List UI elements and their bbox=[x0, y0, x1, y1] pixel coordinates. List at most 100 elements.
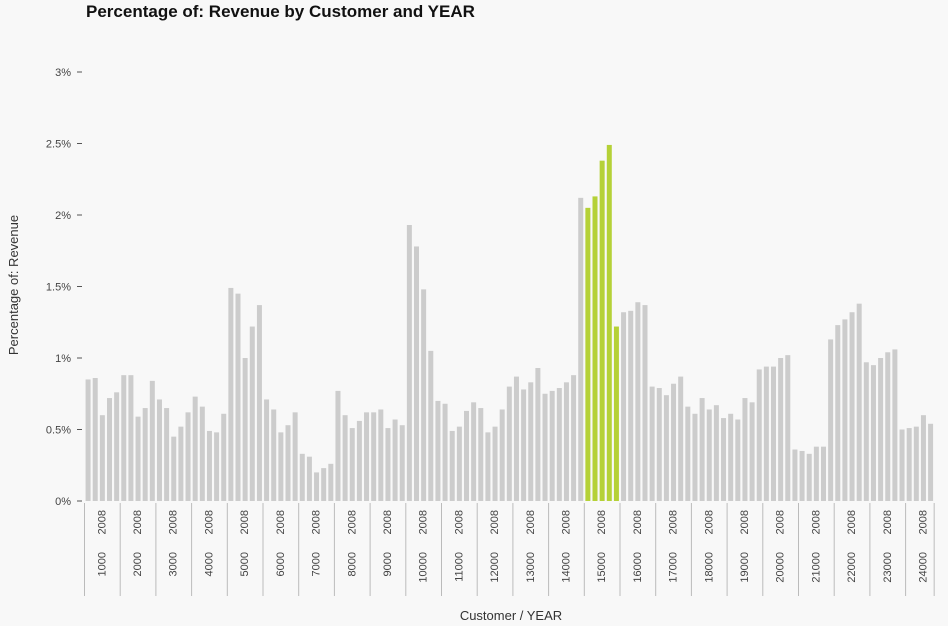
bar[interactable] bbox=[763, 366, 769, 501]
bar[interactable] bbox=[99, 415, 105, 501]
bar[interactable] bbox=[656, 388, 662, 501]
bar[interactable] bbox=[813, 446, 819, 501]
bar[interactable] bbox=[242, 358, 248, 501]
bar[interactable] bbox=[592, 196, 598, 501]
bar[interactable] bbox=[321, 468, 327, 501]
bar[interactable] bbox=[649, 386, 655, 501]
bar[interactable] bbox=[214, 432, 220, 501]
bar[interactable] bbox=[885, 352, 891, 501]
bar[interactable] bbox=[756, 369, 762, 501]
bar[interactable] bbox=[206, 430, 212, 501]
bar[interactable] bbox=[535, 368, 541, 501]
bar[interactable] bbox=[463, 410, 469, 501]
bar[interactable] bbox=[685, 406, 691, 501]
bar[interactable] bbox=[249, 326, 255, 501]
bar[interactable] bbox=[485, 432, 491, 501]
bar[interactable] bbox=[728, 413, 734, 501]
bar[interactable] bbox=[264, 399, 270, 501]
bar[interactable] bbox=[663, 395, 669, 501]
bar[interactable] bbox=[542, 393, 548, 501]
bar[interactable] bbox=[442, 403, 448, 501]
bar[interactable] bbox=[735, 419, 741, 501]
bar[interactable] bbox=[571, 375, 577, 501]
bar[interactable] bbox=[621, 312, 627, 501]
bar[interactable] bbox=[449, 430, 455, 501]
bar[interactable] bbox=[192, 396, 198, 501]
bar[interactable] bbox=[185, 412, 191, 501]
bar[interactable] bbox=[742, 398, 748, 501]
bar[interactable] bbox=[142, 408, 148, 501]
bar[interactable] bbox=[628, 310, 634, 501]
bar[interactable] bbox=[92, 378, 98, 501]
bar[interactable] bbox=[549, 390, 555, 501]
bar[interactable] bbox=[278, 432, 284, 501]
bar[interactable] bbox=[378, 409, 384, 501]
bar[interactable] bbox=[178, 426, 184, 501]
bar[interactable] bbox=[349, 428, 355, 501]
bar[interactable] bbox=[314, 472, 320, 501]
bar[interactable] bbox=[849, 312, 855, 501]
bar[interactable] bbox=[414, 246, 420, 501]
bar[interactable] bbox=[563, 382, 569, 501]
bar[interactable] bbox=[613, 326, 619, 501]
bar[interactable] bbox=[342, 415, 348, 501]
bar[interactable] bbox=[792, 449, 798, 501]
bar[interactable] bbox=[556, 388, 562, 501]
bar[interactable] bbox=[256, 305, 262, 501]
bar[interactable] bbox=[928, 423, 934, 501]
bar[interactable] bbox=[820, 446, 826, 501]
bar[interactable] bbox=[771, 366, 777, 501]
bar[interactable] bbox=[228, 287, 234, 501]
bar[interactable] bbox=[128, 375, 134, 501]
bar[interactable] bbox=[892, 349, 898, 501]
bar[interactable] bbox=[606, 144, 612, 501]
bar[interactable] bbox=[678, 376, 684, 501]
bar[interactable] bbox=[328, 463, 334, 501]
bar[interactable] bbox=[599, 160, 605, 501]
bar[interactable] bbox=[635, 302, 641, 501]
bar[interactable] bbox=[164, 408, 170, 501]
bar[interactable] bbox=[528, 382, 534, 501]
bar[interactable] bbox=[878, 358, 884, 501]
bar[interactable] bbox=[235, 293, 241, 501]
bar[interactable] bbox=[114, 392, 120, 501]
bar[interactable] bbox=[456, 426, 462, 501]
bar[interactable] bbox=[149, 380, 155, 501]
bar[interactable] bbox=[692, 413, 698, 501]
bar[interactable] bbox=[578, 197, 584, 501]
bar[interactable] bbox=[778, 358, 784, 501]
bar[interactable] bbox=[121, 375, 127, 501]
bar[interactable] bbox=[706, 409, 712, 501]
bar[interactable] bbox=[749, 402, 755, 501]
bar[interactable] bbox=[478, 408, 484, 501]
bar[interactable] bbox=[285, 425, 291, 501]
bar[interactable] bbox=[671, 383, 677, 501]
bar[interactable] bbox=[721, 418, 727, 501]
bar[interactable] bbox=[428, 350, 434, 501]
bar[interactable] bbox=[642, 305, 648, 501]
bar[interactable] bbox=[506, 386, 512, 501]
bar[interactable] bbox=[385, 428, 391, 501]
bar[interactable] bbox=[870, 365, 876, 501]
bar[interactable] bbox=[835, 325, 841, 501]
bar[interactable] bbox=[435, 400, 441, 501]
bar[interactable] bbox=[499, 409, 505, 501]
bar[interactable] bbox=[806, 453, 812, 501]
bar[interactable] bbox=[828, 339, 834, 501]
bar[interactable] bbox=[899, 429, 905, 502]
bar[interactable] bbox=[906, 428, 912, 501]
bar[interactable] bbox=[842, 319, 848, 501]
bar[interactable] bbox=[585, 207, 591, 501]
bar[interactable] bbox=[292, 412, 298, 501]
bar[interactable] bbox=[471, 402, 477, 501]
bar[interactable] bbox=[920, 415, 926, 501]
bar[interactable] bbox=[406, 225, 412, 501]
bar[interactable] bbox=[513, 376, 519, 501]
bar[interactable] bbox=[399, 425, 405, 501]
bar[interactable] bbox=[106, 398, 112, 501]
bar[interactable] bbox=[856, 303, 862, 501]
bar[interactable] bbox=[492, 426, 498, 501]
bar[interactable] bbox=[421, 289, 427, 501]
bar[interactable] bbox=[799, 450, 805, 501]
bar[interactable] bbox=[713, 405, 719, 501]
